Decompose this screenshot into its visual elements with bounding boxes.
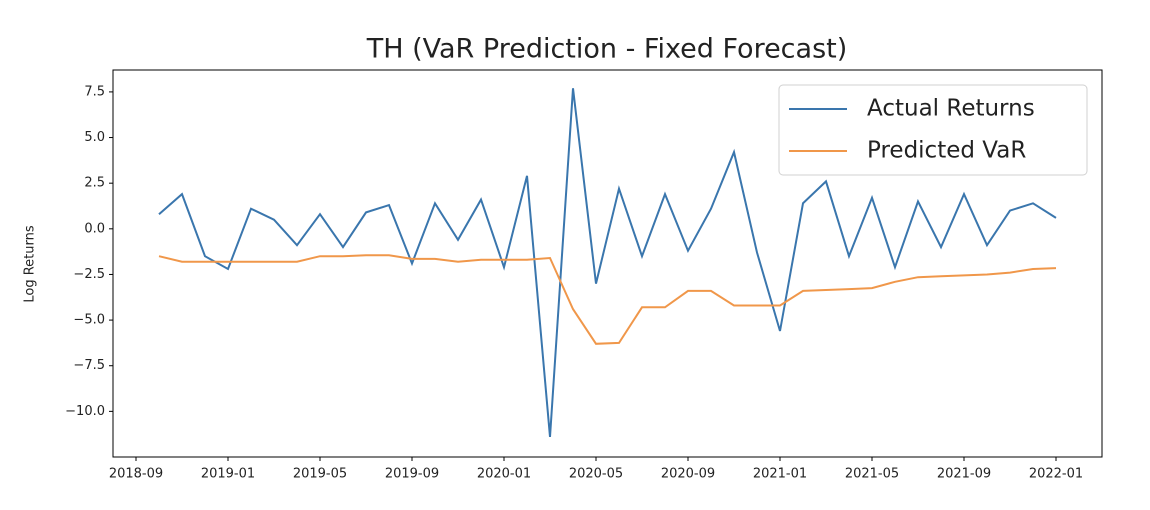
- x-tick-label: 2020-05: [569, 467, 623, 482]
- x-tick-label: 2021-01: [753, 467, 807, 482]
- y-tick-label: −7.5: [73, 358, 105, 373]
- x-tick-label: 2019-05: [293, 467, 347, 482]
- y-tick-label: 5.0: [84, 130, 105, 145]
- x-tick-label: 2019-09: [385, 467, 439, 482]
- y-tick-label: 2.5: [84, 176, 105, 191]
- y-axis-label: Log Returns: [23, 225, 38, 302]
- chart-title: TH (VaR Prediction - Fixed Forecast): [366, 34, 848, 65]
- plot-frame: [112, 69, 1103, 458]
- y-tick-label: −2.5: [73, 267, 105, 282]
- x-tick-label: 2021-05: [845, 467, 899, 482]
- y-tick-label: 0.0: [84, 221, 105, 236]
- x-tick-label: 2022-01: [1029, 467, 1083, 482]
- x-tick-label: 2020-09: [661, 467, 715, 482]
- legend-label: Actual Returns: [867, 96, 1035, 122]
- x-tick-label: 2021-09: [937, 467, 991, 482]
- y-tick-label: −5.0: [73, 313, 105, 328]
- legend-label: Predicted VaR: [867, 138, 1026, 164]
- x-tick-label: 2018-09: [109, 467, 163, 482]
- y-tick-label: 7.5: [84, 84, 105, 99]
- y-tick-label: −10.0: [65, 404, 105, 419]
- legend-box: [778, 84, 1088, 176]
- series-line: [158, 254, 1057, 345]
- series-line: [158, 88, 1057, 437]
- x-tick-label: 2019-01: [201, 467, 255, 482]
- x-tick-label: 2020-01: [477, 467, 531, 482]
